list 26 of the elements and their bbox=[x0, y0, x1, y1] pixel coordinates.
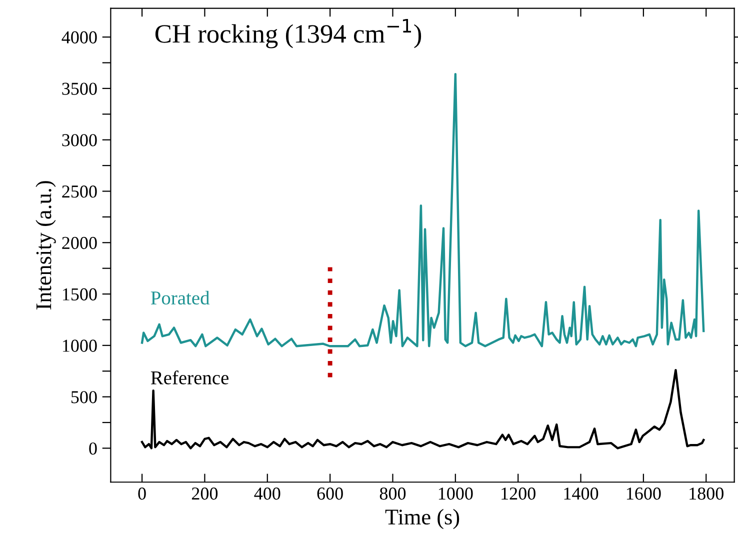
series-label: Reference bbox=[150, 370, 228, 384]
y-tick-label: 0 bbox=[89, 442, 97, 455]
x-tick-label: 800 bbox=[380, 488, 406, 500]
y-tick-label: 4000 bbox=[62, 31, 97, 44]
x-tick-label: 200 bbox=[192, 488, 218, 500]
x-tick-label: 1000 bbox=[438, 488, 473, 500]
x-axis-title: Time (s) bbox=[385, 508, 460, 530]
x-tick-label: 0 bbox=[138, 488, 146, 500]
line-series bbox=[140, 368, 705, 450]
x-tick-label: 1800 bbox=[690, 488, 724, 500]
y-tick-label: 2500 bbox=[62, 185, 97, 198]
y-axis-title: Intensity (a.u.) bbox=[36, 181, 56, 310]
y-tick-label: 1000 bbox=[62, 340, 97, 352]
x-tick-label: 1600 bbox=[626, 488, 661, 500]
y-tick-label: 1500 bbox=[62, 288, 97, 300]
x-tick-label: 600 bbox=[317, 488, 343, 500]
y-tick-label: 500 bbox=[71, 391, 97, 404]
x-tick-label: 1400 bbox=[564, 488, 598, 500]
y-tick-label: 3500 bbox=[62, 82, 97, 95]
x-tick-label: 400 bbox=[254, 488, 280, 500]
series-label: Porated bbox=[150, 290, 210, 305]
y-tick-label: 2000 bbox=[62, 236, 97, 250]
x-tick-label: 1200 bbox=[502, 488, 536, 500]
line-series bbox=[140, 72, 705, 348]
chart-title: CH rocking (1394 cm$^{−1}$) bbox=[155, 18, 422, 48]
y-tick-label: 3000 bbox=[62, 134, 97, 146]
